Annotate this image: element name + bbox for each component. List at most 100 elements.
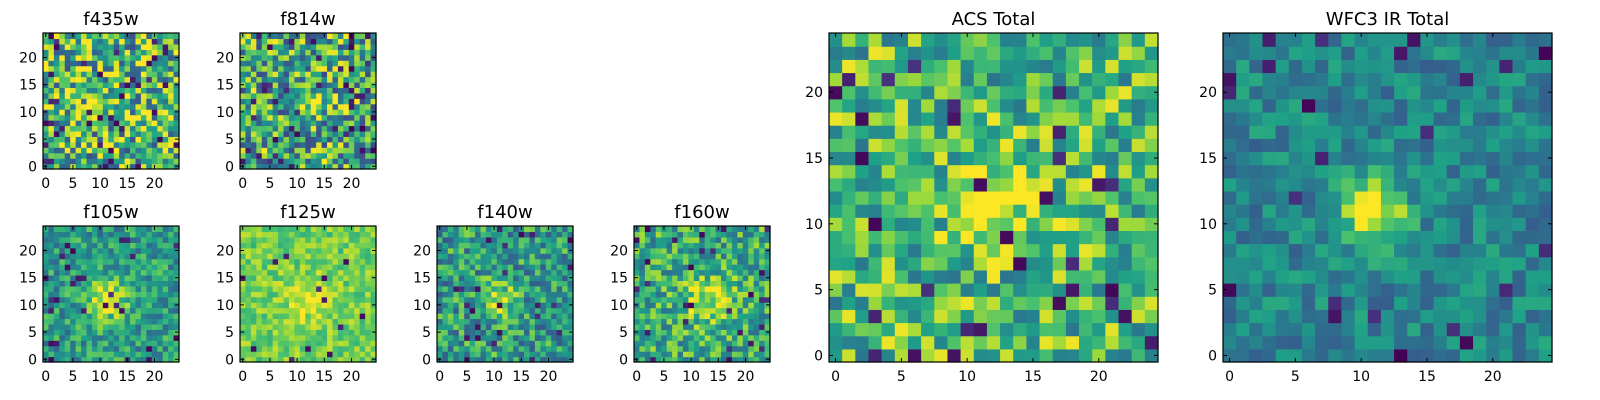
heatmap-cell [742, 329, 749, 336]
heatmap-cell [1079, 269, 1093, 284]
heatmap-cell [162, 92, 169, 99]
heatmap-cell [855, 322, 870, 337]
heatmap-cell [634, 264, 641, 271]
heatmap-cell [634, 307, 641, 314]
heatmap-cell [343, 54, 350, 61]
heatmap-cell [1105, 177, 1120, 192]
heatmap-cell [540, 269, 547, 276]
heatmap-cell [1512, 164, 1527, 179]
panel-title: f125w [280, 202, 335, 223]
heatmap-cell [278, 340, 285, 347]
heatmap-cell [1065, 138, 1080, 153]
heatmap-cell [1236, 269, 1250, 284]
heatmap-cell [545, 323, 552, 330]
heatmap-cell [305, 236, 312, 243]
heatmap-cell [267, 38, 274, 45]
heatmap-cell [157, 125, 164, 132]
heatmap-cell [458, 334, 465, 341]
heatmap-cell [699, 345, 706, 352]
heatmap-cell [731, 313, 738, 320]
heatmap-cell [91, 71, 98, 78]
heatmap-cell [496, 231, 503, 238]
heatmap-cell [75, 351, 82, 358]
heatmap-cell [81, 136, 88, 143]
heatmap-cell [261, 98, 268, 105]
heatmap-cell [1144, 204, 1159, 218]
heatmap-cell [278, 54, 285, 61]
x-tick-label: 5 [897, 369, 906, 385]
x-tick-label: 20 [343, 176, 361, 192]
heatmap-cell [256, 345, 263, 352]
x-tick-label: 15 [512, 369, 530, 385]
y-tick-label: 0 [28, 159, 37, 175]
heatmap-cell [108, 247, 115, 254]
heatmap-cell [1433, 283, 1448, 297]
heatmap-cell [245, 334, 252, 341]
heatmap-cell [130, 147, 137, 154]
heatmap-cell [1420, 335, 1435, 350]
heatmap-cell [91, 43, 98, 50]
heatmap-cell [1459, 204, 1474, 218]
heatmap-cell [496, 274, 503, 281]
heatmap-cell [881, 296, 896, 310]
heatmap-cell [855, 256, 870, 271]
heatmap-cell [343, 130, 350, 137]
heatmap-cell [124, 152, 131, 159]
heatmap-cell [764, 334, 771, 341]
heatmap-cell [1499, 190, 1514, 205]
heatmap-cell [124, 120, 131, 127]
heatmap-cell [496, 226, 503, 233]
heatmap-cell [75, 280, 82, 287]
heatmap-cell [1236, 177, 1250, 192]
heatmap-cell [173, 125, 180, 132]
heatmap-cell [283, 92, 290, 99]
heatmap-cell [661, 258, 668, 265]
heatmap-cell [70, 236, 77, 243]
heatmap-cell [540, 323, 547, 330]
heatmap-cell [907, 46, 922, 60]
heatmap-cell [272, 65, 279, 72]
heatmap-cell [91, 307, 98, 314]
heatmap-cell [894, 204, 909, 218]
heatmap-cell [245, 130, 252, 137]
heatmap-cell [1301, 151, 1316, 166]
heatmap-cell [829, 164, 843, 179]
heatmap-cell [737, 323, 744, 330]
heatmap-cell [59, 33, 66, 40]
heatmap-cell [721, 280, 728, 287]
heatmap-cell [447, 351, 454, 358]
heatmap-cell [70, 158, 77, 165]
heatmap-cell [299, 152, 306, 159]
heatmap-cell [715, 242, 722, 249]
heatmap-cell [310, 231, 317, 238]
heatmap-cell [316, 60, 323, 67]
heatmap-cell [491, 313, 498, 320]
heatmap-cell [1079, 283, 1093, 297]
heatmap-cell [310, 285, 317, 292]
heatmap-cell [748, 307, 755, 314]
heatmap-cell [1079, 59, 1093, 74]
heatmap-cell [168, 81, 175, 88]
heatmap-cell [1275, 256, 1290, 271]
heatmap-cell [354, 120, 361, 127]
heatmap-cell [1301, 217, 1316, 231]
heatmap-cell [556, 334, 563, 341]
heatmap-cell [337, 114, 344, 121]
heatmap-cell [267, 318, 274, 325]
heatmap-cell [453, 269, 460, 276]
heatmap-cell [1486, 177, 1500, 192]
heatmap-cell [1079, 190, 1093, 205]
heatmap-cell [283, 158, 290, 165]
heatmap-cell [91, 247, 98, 254]
heatmap-cell [256, 247, 263, 254]
x-tick-label: 0 [435, 369, 444, 385]
heatmap-cell [140, 33, 147, 40]
heatmap-cell [332, 356, 339, 363]
heatmap-cell [53, 76, 60, 83]
heatmap-cell [64, 274, 71, 281]
heatmap-cell [672, 242, 679, 249]
heatmap-cell [86, 136, 93, 143]
heatmap-cell [513, 226, 520, 233]
heatmap-cell [1039, 309, 1054, 324]
heatmap-cell [491, 285, 498, 292]
